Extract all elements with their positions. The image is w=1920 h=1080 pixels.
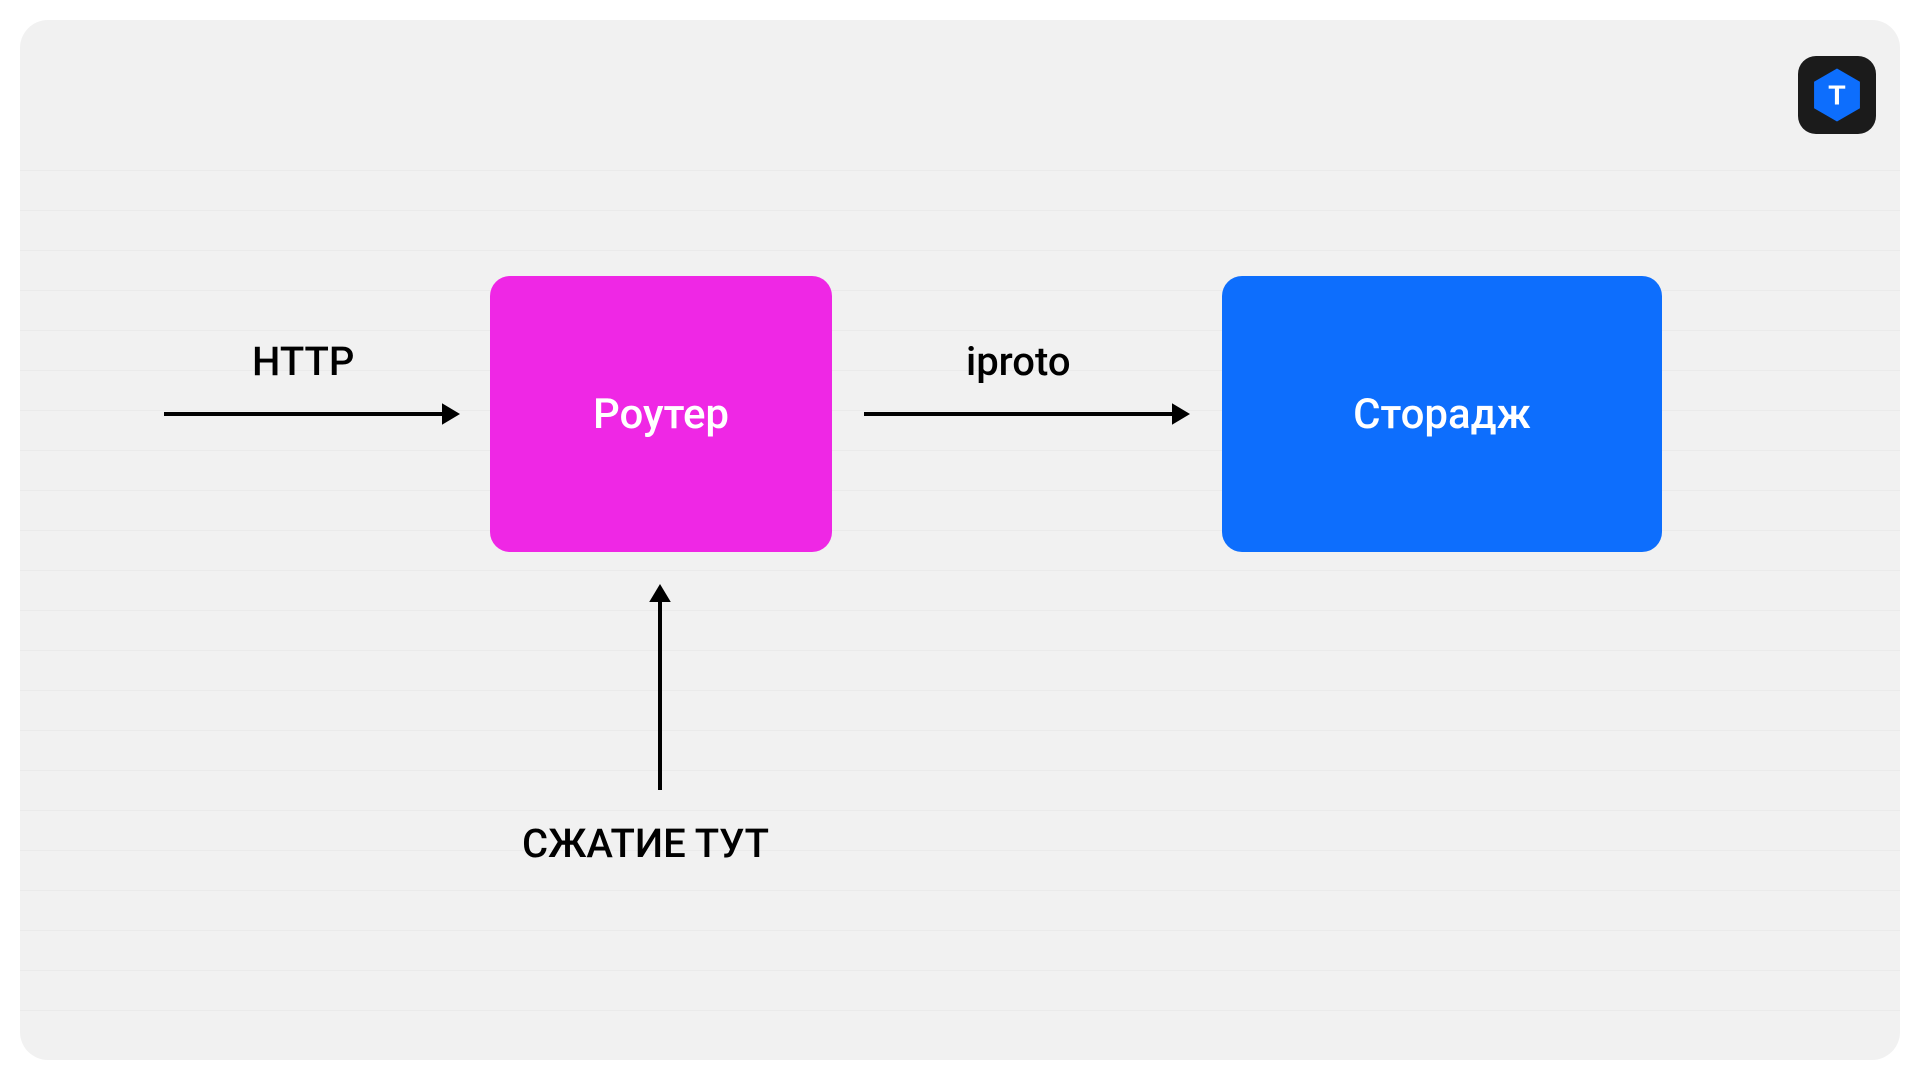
- compress-label: СЖАТИЕ ТУТ: [522, 820, 769, 867]
- iproto-label: iproto: [966, 338, 1071, 385]
- http-label: HTTP: [252, 338, 354, 385]
- arrows-layer: [0, 0, 1920, 1080]
